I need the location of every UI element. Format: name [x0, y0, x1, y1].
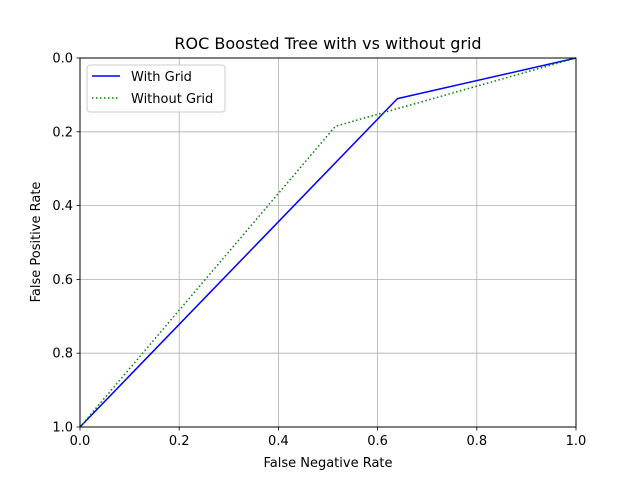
legend-box [86, 64, 226, 113]
legend: With Grid Without Grid [86, 64, 226, 113]
x-tick-label: 0.6 [367, 434, 388, 449]
grid-lines [79, 57, 577, 428]
x-tick-label: 0.2 [169, 434, 190, 449]
x-tick-label: 0.0 [70, 434, 91, 449]
y-axis-label: False Positive Rate [29, 182, 44, 303]
y-tick-label: 0.6 [52, 273, 73, 288]
y-tick-label: 0.0 [52, 52, 73, 67]
y-tick-label: 0.2 [52, 125, 73, 140]
legend-label-without-grid: Without Grid [131, 92, 213, 107]
series-lines [79, 57, 577, 428]
axis-ticks: 0.0 0.2 0.4 0.6 0.8 1.00.00.20.40.60.81.0 [52, 52, 586, 450]
y-tick-label: 0.8 [52, 347, 73, 362]
legend-label-with-grid: With Grid [131, 70, 192, 85]
y-tick-label: 1.0 [52, 421, 73, 436]
x-tick-label: 0.4 [268, 434, 289, 449]
x-tick-label: 1.0 [566, 434, 587, 449]
plot-frame [79, 57, 577, 428]
series-line-with-grid [79, 57, 577, 428]
x-axis-label: False Negative Rate [263, 456, 392, 471]
chart-title: ROC Boosted Tree with vs without grid [174, 34, 481, 53]
x-tick-label: 0.8 [466, 434, 487, 449]
series-line-without-grid [79, 57, 577, 428]
y-tick-label: 0.4 [52, 199, 73, 214]
